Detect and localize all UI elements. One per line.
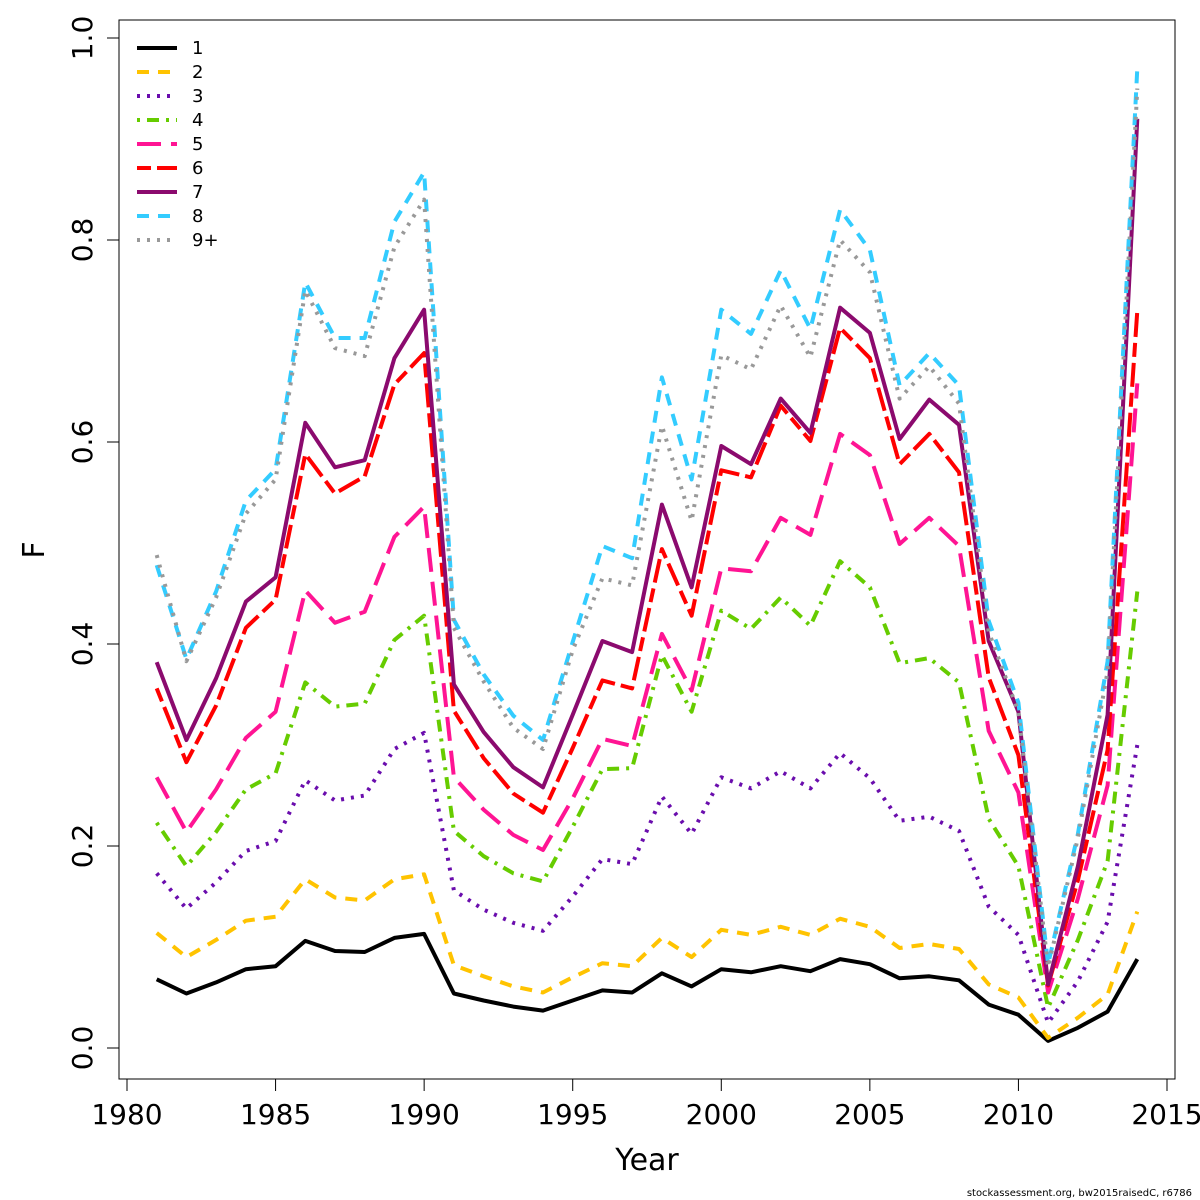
y-axis: 0.0 0.2 0.4 0.6 0.8 1.0 bbox=[66, 16, 120, 1071]
y-tick-label: 0.0 bbox=[66, 1026, 99, 1071]
legend-label: 5 bbox=[192, 134, 203, 155]
x-tick-label: 2015 bbox=[1131, 1098, 1200, 1131]
series-line-6 bbox=[154, 310, 1140, 988]
x-axis-title: Year bbox=[614, 1143, 679, 1178]
legend-label: 2 bbox=[192, 62, 203, 83]
legend-label: 4 bbox=[192, 110, 203, 131]
y-tick-label: 0.4 bbox=[66, 622, 99, 667]
legend-label: 7 bbox=[192, 182, 203, 203]
x-tick-label: 2010 bbox=[983, 1098, 1054, 1131]
x-axis: 1980 1985 1990 1995 2000 2005 2010 2015 bbox=[91, 1078, 1200, 1131]
legend-label: 1 bbox=[192, 38, 203, 59]
footer-note: stockassessment.org, bw2015raisedC, r678… bbox=[967, 1188, 1192, 1199]
legend-label: 6 bbox=[192, 158, 203, 179]
legend-label: 8 bbox=[192, 206, 203, 227]
x-tick-label: 1995 bbox=[537, 1098, 608, 1131]
series-line-9plus bbox=[154, 88, 1140, 970]
x-tick-label: 2005 bbox=[834, 1098, 905, 1131]
y-tick-label: 1.0 bbox=[66, 16, 99, 61]
legend-label: 3 bbox=[192, 86, 203, 107]
legend: 1 2 3 4 5 6 7 8 9+ bbox=[137, 38, 219, 251]
series-lines bbox=[154, 68, 1140, 1043]
y-tick-label: 0.2 bbox=[66, 824, 99, 869]
series-line-1 bbox=[155, 931, 1140, 1043]
series-line-2 bbox=[155, 872, 1140, 1040]
series-line-5 bbox=[154, 383, 1140, 995]
y-axis-title: F bbox=[17, 541, 52, 558]
x-tick-label: 1985 bbox=[240, 1098, 311, 1131]
series-line-7 bbox=[154, 118, 1140, 987]
x-tick-label: 1990 bbox=[389, 1098, 460, 1131]
y-tick-label: 0.6 bbox=[66, 420, 99, 465]
x-tick-label: 2000 bbox=[686, 1098, 757, 1131]
series-line-4 bbox=[155, 559, 1140, 1010]
series-line-8 bbox=[154, 68, 1140, 967]
series-line-3 bbox=[155, 730, 1140, 1025]
legend-label: 9+ bbox=[192, 230, 219, 251]
x-tick-label: 1980 bbox=[91, 1098, 162, 1131]
plot-box bbox=[118, 19, 1176, 1080]
y-tick-label: 0.8 bbox=[66, 218, 99, 263]
